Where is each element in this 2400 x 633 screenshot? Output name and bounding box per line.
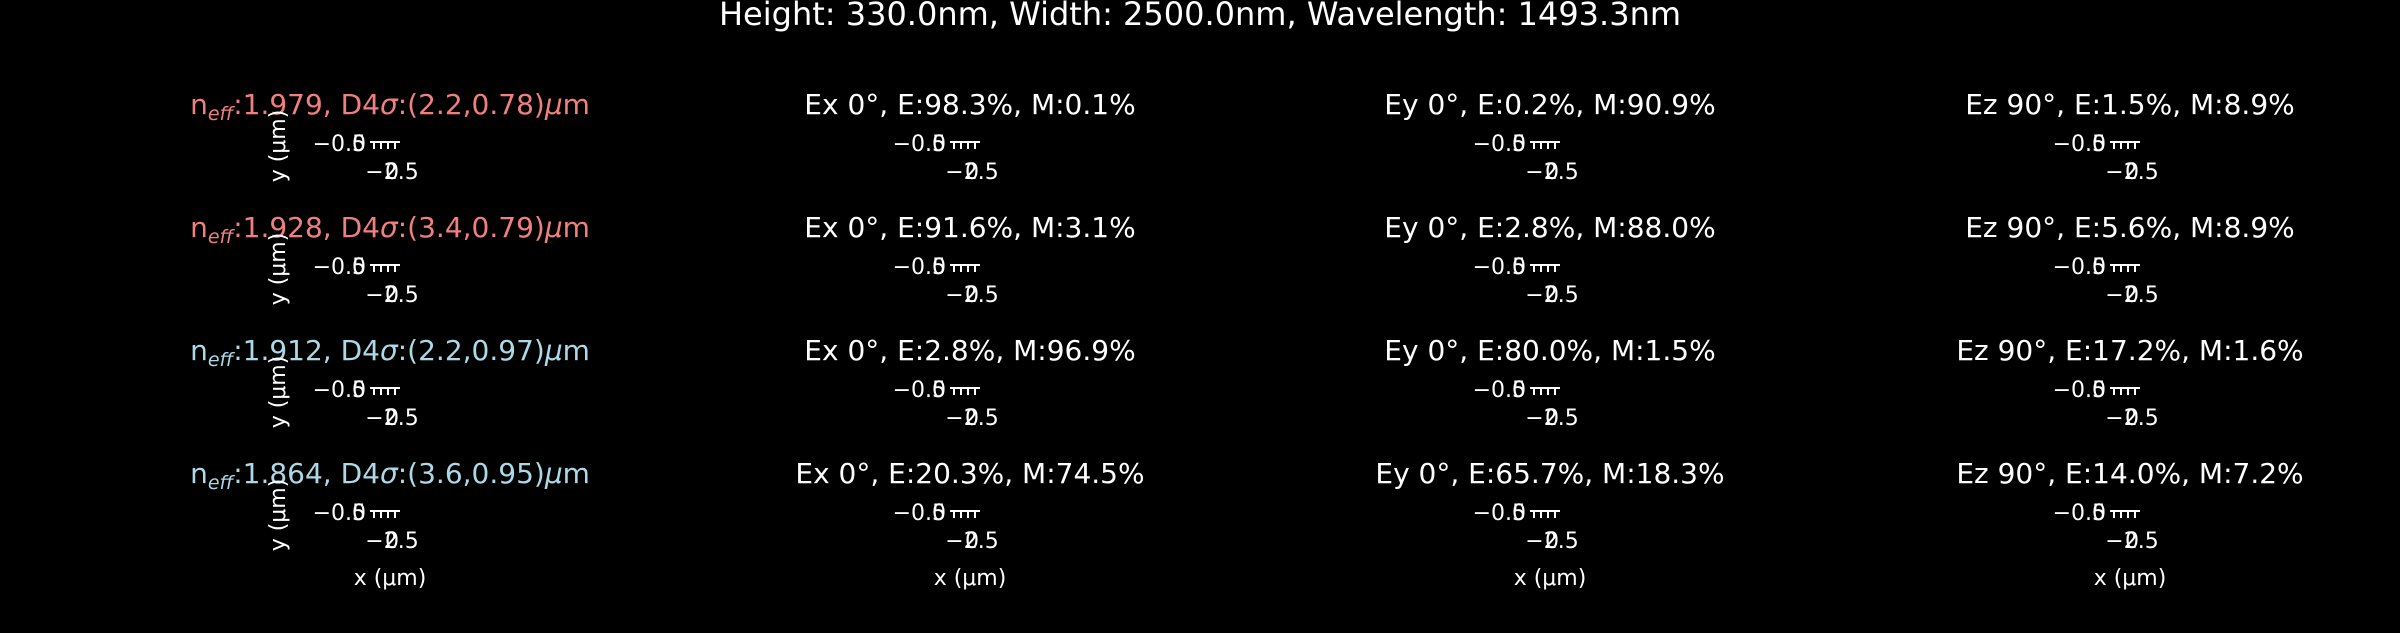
y-tick-label: 0 (1512, 255, 1526, 280)
x-tick-label: −2.5 (2105, 283, 2158, 308)
x-tick-label: 0 (2125, 160, 2139, 185)
mode-label: neff:1.864, D4σ:(3.6,0.95)μm (190, 457, 590, 494)
y-tick-label: 0 (352, 501, 366, 526)
panel-title: Ex 0°, E:20.3%, M:74.5% (795, 457, 1144, 490)
x-tick-label: 0 (2125, 283, 2139, 308)
y-tick-label: 0 (2092, 501, 2106, 526)
x-tick-label: 0 (965, 160, 979, 185)
x-tick-label: 0 (385, 283, 399, 308)
x-tick-label: 0 (965, 529, 979, 554)
x-tick-label: 0 (1545, 283, 1559, 308)
y-tick-label: −0.5 (313, 255, 366, 280)
x-tick-label: 0 (965, 406, 979, 431)
x-axis-label: x (μm) (934, 566, 1007, 591)
y-tick-label: −0.5 (893, 378, 946, 403)
x-tick-label: 0 (1545, 529, 1559, 554)
y-tick-label: −0.5 (1473, 378, 1526, 403)
y-tick-label: 0 (352, 255, 366, 280)
y-tick-label: 0 (352, 378, 366, 403)
panel-title: Ez 90°, E:14.0%, M:7.2% (1956, 457, 2303, 490)
mode-label: neff:1.912, D4σ:(2.2,0.97)μm (190, 334, 590, 371)
x-tick-label: −2.5 (2105, 406, 2158, 431)
y-tick-label: 0 (932, 255, 946, 280)
y-tick-label: −0.5 (2053, 501, 2106, 526)
y-tick-label: −0.5 (1473, 255, 1526, 280)
x-tick-label: −2.5 (365, 283, 418, 308)
x-tick-label: −2.5 (1525, 160, 1578, 185)
y-tick-label: −0.5 (313, 501, 366, 526)
y-tick-label: 0 (932, 132, 946, 157)
x-tick-label: −2.5 (945, 160, 998, 185)
y-tick-label: −0.5 (313, 132, 366, 157)
y-tick-label: 0 (1512, 501, 1526, 526)
y-tick-label: 0 (932, 378, 946, 403)
panel-title: Ez 90°, E:1.5%, M:8.9% (1965, 88, 2295, 121)
panel-title: Ey 0°, E:2.8%, M:88.0% (1384, 211, 1715, 244)
x-tick-label: −2.5 (2105, 160, 2158, 185)
x-tick-label: −2.5 (365, 529, 418, 554)
y-axis-label: y (μm) (266, 110, 291, 183)
panel-title: Ex 0°, E:91.6%, M:3.1% (804, 211, 1135, 244)
panel-title: Ey 0°, E:65.7%, M:18.3% (1375, 457, 1724, 490)
panel-title: Ey 0°, E:0.2%, M:90.9% (1384, 88, 1715, 121)
x-tick-label: −2.5 (945, 406, 998, 431)
x-axis-label: x (μm) (2094, 566, 2167, 591)
y-tick-label: 0 (2092, 132, 2106, 157)
x-axis-label: x (μm) (1514, 566, 1587, 591)
y-tick-label: 0 (2092, 255, 2106, 280)
panel-title: Ez 90°, E:17.2%, M:1.6% (1956, 334, 2303, 367)
panel-title: Ex 0°, E:98.3%, M:0.1% (804, 88, 1135, 121)
y-tick-label: 0 (932, 501, 946, 526)
panel-title: Ey 0°, E:80.0%, M:1.5% (1384, 334, 1715, 367)
x-tick-label: 0 (1545, 160, 1559, 185)
x-tick-label: 0 (385, 406, 399, 431)
y-tick-label: 0 (1512, 132, 1526, 157)
y-tick-label: −0.5 (893, 255, 946, 280)
x-tick-label: 0 (2125, 529, 2139, 554)
panel-title: Ex 0°, E:2.8%, M:96.9% (804, 334, 1135, 367)
x-tick-label: −2.5 (945, 283, 998, 308)
y-tick-label: −0.5 (2053, 378, 2106, 403)
y-tick-label: −0.5 (893, 132, 946, 157)
x-tick-label: 0 (2125, 406, 2139, 431)
x-tick-label: −2.5 (1525, 406, 1578, 431)
y-tick-label: −0.5 (1473, 132, 1526, 157)
panel-title: Ez 90°, E:5.6%, M:8.9% (1965, 211, 2295, 244)
x-tick-label: −2.5 (2105, 529, 2158, 554)
x-tick-label: −2.5 (365, 406, 418, 431)
y-tick-label: −0.5 (2053, 255, 2106, 280)
figure-title: Height: 330.0nm, Width: 2500.0nm, Wavele… (719, 0, 1681, 33)
x-tick-label: 0 (385, 160, 399, 185)
x-tick-label: −2.5 (1525, 283, 1578, 308)
y-tick-label: 0 (2092, 378, 2106, 403)
y-tick-label: −0.5 (1473, 501, 1526, 526)
x-tick-label: 0 (385, 529, 399, 554)
y-axis-label: y (μm) (266, 233, 291, 306)
x-tick-label: −2.5 (945, 529, 998, 554)
panel-grid: neff:1.979, D4σ:(2.2,0.78)μmy (μm) −0.50−… (190, 88, 2304, 591)
x-tick-label: −2.5 (365, 160, 418, 185)
y-axis-label: y (μm) (266, 479, 291, 552)
x-tick-label: 0 (1545, 406, 1559, 431)
y-tick-label: 0 (352, 132, 366, 157)
x-axis-label: x (μm) (354, 566, 427, 591)
y-tick-label: 0 (1512, 378, 1526, 403)
x-tick-label: 0 (965, 283, 979, 308)
y-axis-label: y (μm) (266, 356, 291, 429)
y-tick-label: −0.5 (893, 501, 946, 526)
x-tick-label: −2.5 (1525, 529, 1578, 554)
mode-label: neff:1.979, D4σ:(2.2,0.78)μm (190, 88, 590, 125)
mode-label: neff:1.928, D4σ:(3.4,0.79)μm (190, 211, 590, 248)
y-tick-label: −0.5 (313, 378, 366, 403)
y-tick-label: −0.5 (2053, 132, 2106, 157)
